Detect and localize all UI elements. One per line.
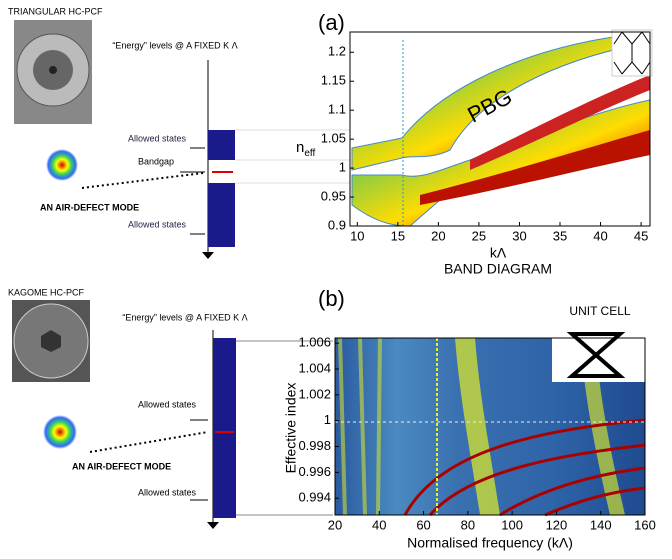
allowed-states: Allowed states	[128, 133, 187, 143]
x-tick-label: 120	[546, 517, 568, 532]
x-tick-label: 25	[472, 228, 486, 243]
mode-image	[43, 415, 77, 449]
y-label-main: n	[296, 139, 304, 156]
y-tick-label: 0.996	[298, 464, 331, 479]
allowed-states: Allowed states	[138, 399, 197, 409]
band-diagram	[351, 29, 653, 228]
band-map	[335, 318, 648, 517]
band-region	[470, 75, 650, 170]
arrow-head	[207, 522, 219, 529]
mode-image	[46, 149, 78, 181]
x-tick-label: 100	[501, 517, 523, 532]
mode-label: AN AIR-DEFECT MODE	[40, 202, 139, 212]
dotted-arrow	[89, 431, 209, 453]
x-tick-label: 35	[553, 228, 567, 243]
y-tick-label: 0.9	[328, 217, 346, 232]
y-tick-label: 0.95	[321, 188, 346, 203]
y-tick-label: 1.2	[328, 44, 346, 59]
band-streak	[580, 338, 625, 515]
allowed-band	[213, 338, 236, 518]
band-region	[351, 35, 642, 171]
x-tick-label: 160	[634, 517, 656, 532]
x-tick-label: 30	[512, 228, 526, 243]
core	[41, 330, 61, 352]
x-axis-label: kΛ	[490, 245, 507, 261]
band-region	[420, 130, 650, 205]
mode-label: AN AIR-DEFECT MODE	[72, 461, 171, 471]
allowed-states: Allowed states	[138, 487, 197, 497]
x-tick-label: 15	[391, 228, 405, 243]
band-streak	[455, 338, 500, 515]
x-tick-label: 140	[590, 517, 612, 532]
fiber-label: TRIANGULAR HC-PCF	[8, 6, 103, 16]
allowed-band	[208, 183, 235, 247]
arrow-head	[202, 252, 214, 259]
y-axis-label: Effective index	[283, 383, 299, 474]
y-tick-label: 1.15	[321, 73, 346, 88]
y-axis-label: neff	[296, 139, 316, 159]
inset-lattice	[566, 332, 626, 378]
mode-curve	[403, 418, 646, 517]
bandgap-label: Bandgap	[138, 156, 174, 166]
plot-frame	[349, 31, 651, 227]
dotted-arrow	[81, 172, 204, 189]
inset-lattice	[613, 31, 651, 75]
x-tick-label: 60	[416, 517, 430, 532]
y-tick-label: 1.1	[328, 102, 346, 117]
x-tick-label: 10	[350, 228, 364, 243]
core	[49, 66, 57, 74]
allowed-band	[208, 130, 235, 160]
x-tick-label: 45	[634, 228, 648, 243]
fiber-label: KAGOME HC-PCF	[8, 287, 85, 297]
y-tick-label: 1.002	[298, 386, 331, 401]
panel-label: (a)	[318, 10, 345, 35]
allowed-states: Allowed states	[128, 219, 187, 229]
y-tick-label: 1.006	[298, 335, 331, 350]
y-tick-label: 1	[339, 160, 346, 175]
band-streak	[338, 337, 382, 516]
y-tick-label: 1.05	[321, 131, 346, 146]
caption: BAND DIAGRAM	[444, 261, 552, 277]
y-tick-label: 1.004	[298, 360, 331, 375]
y-tick-label: 1	[324, 412, 331, 427]
inset-label: UNIT CELL	[569, 304, 630, 318]
y-tick-label: 0.998	[298, 438, 331, 453]
energy-title: “Energy” levels @ A FIXED K Λ	[112, 40, 237, 50]
x-tick-label: 40	[593, 228, 607, 243]
y-tick-label: 0.994	[298, 490, 331, 505]
x-tick-label: 80	[461, 517, 475, 532]
plot-frame	[334, 337, 646, 516]
panel-label: (b)	[318, 286, 345, 311]
x-axis-label: Normalised frequency (kΛ)	[407, 535, 573, 551]
x-tick-label: 40	[372, 517, 386, 532]
y-label-sub: eff	[304, 148, 315, 159]
energy-title: “Energy” levels @ A FIXED K Λ	[122, 312, 247, 322]
x-tick-label: 20	[328, 517, 342, 532]
x-tick-label: 20	[431, 228, 445, 243]
